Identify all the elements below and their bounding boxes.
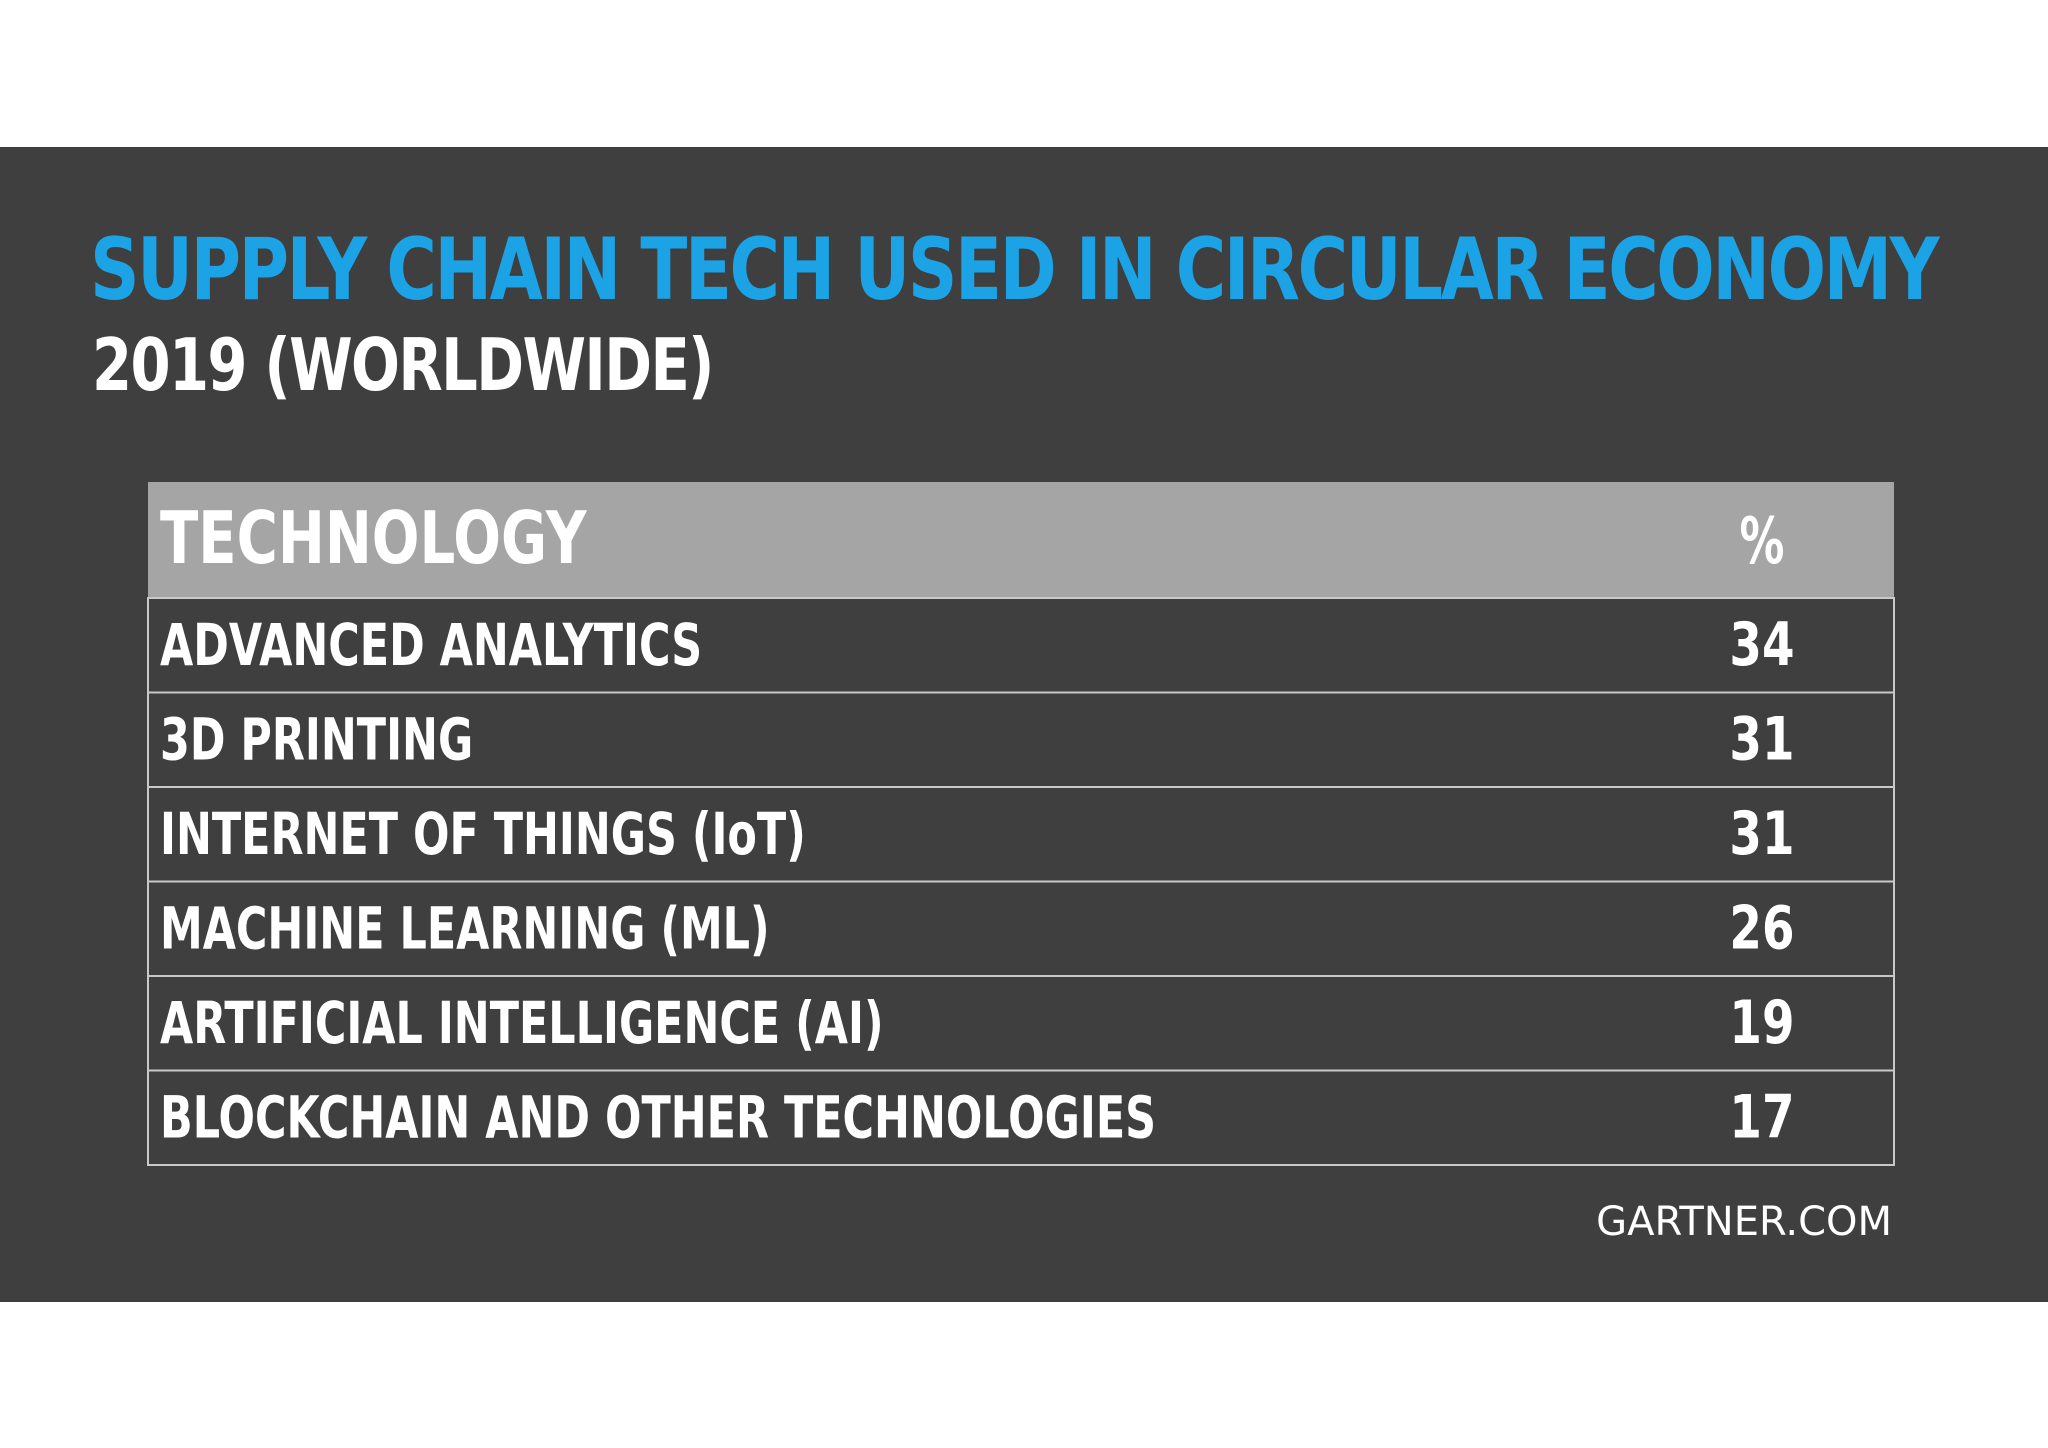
chart-subtitle: 2019 (WORLDWIDE) [92, 323, 715, 407]
technology-label: INTERNET OF THINGS (IoT) [160, 802, 806, 869]
percent-value: 19 [1729, 987, 1794, 1057]
table-row: BLOCKCHAIN AND OTHER TECHNOLOGIES 17 [147, 1069, 1895, 1166]
technology-label: ARTIFICIAL INTELLIGENCE (AI) [160, 991, 884, 1058]
table-header-background [148, 482, 1894, 598]
technology-label: BLOCKCHAIN AND OTHER TECHNOLOGIES [160, 1085, 1156, 1152]
chart-panel [0, 147, 2048, 1302]
table-header: TECHNOLOGY % [148, 482, 1894, 598]
chart-title: SUPPLY CHAIN TECH USED IN CIRCULAR ECONO… [90, 220, 1940, 320]
table-row: 3D PRINTING 31 [147, 691, 1895, 788]
percent-value: 34 [1729, 609, 1794, 679]
percent-value: 17 [1729, 1082, 1794, 1152]
technology-label: MACHINE LEARNING (ML) [160, 896, 770, 963]
table-row: ADVANCED ANALYTICS 34 [147, 597, 1895, 694]
technology-label: ADVANCED ANALYTICS [160, 613, 702, 680]
technology-label: 3D PRINTING [160, 707, 473, 774]
table-row: ARTIFICIAL INTELLIGENCE (AI) 19 [147, 975, 1895, 1072]
percent-value: 31 [1729, 704, 1794, 774]
table-row: INTERNET OF THINGS (IoT) 31 [147, 786, 1895, 883]
table-row: MACHINE LEARNING (ML) 26 [147, 880, 1895, 977]
percent-value: 31 [1729, 798, 1794, 868]
table-row-border [147, 1069, 1895, 1166]
percent-value: 26 [1729, 893, 1794, 963]
source-credit: GARTNER.COM [1596, 1199, 1892, 1245]
column-header-percent: % [1740, 505, 1785, 579]
column-header-technology: TECHNOLOGY [160, 497, 588, 581]
